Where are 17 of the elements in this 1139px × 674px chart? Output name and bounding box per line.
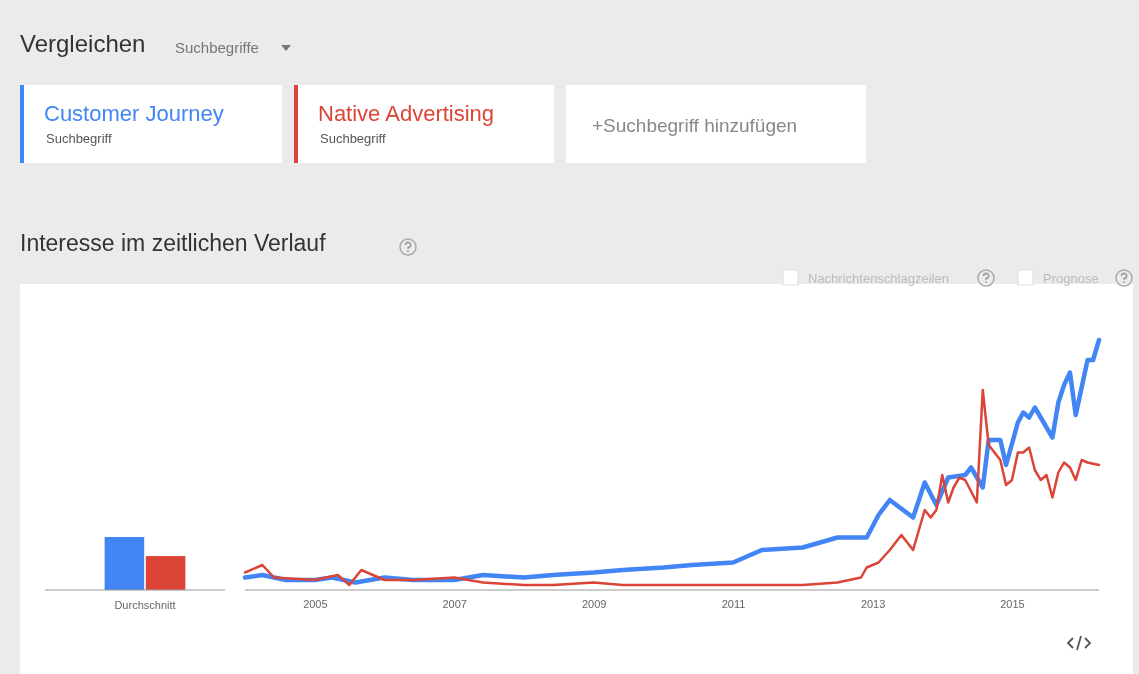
x-tick-label: 2009 (582, 597, 607, 610)
text: Suchbegriff (46, 131, 112, 146)
x-tick-label: 2005 (303, 597, 328, 610)
x-tick-label: 2011 (721, 597, 746, 610)
text: Native Advertising (318, 101, 495, 126)
text: Prognose (1043, 271, 1099, 286)
text: Nachrichtenschlagzeilen (808, 271, 949, 286)
x-tick-label: 2015 (1000, 597, 1025, 610)
x-tick-label: 2013 (860, 597, 886, 610)
text: +Suchbegriff hinzufügen (592, 115, 798, 136)
x-tick-label: 2007 (442, 597, 467, 610)
text: Suchbegriffe (175, 39, 259, 56)
text: Customer Journey (44, 101, 224, 126)
chart-title: Interesse im zeitlichen Verlauf (20, 230, 327, 256)
text: Suchbegriff (320, 131, 386, 146)
x-axis-title: Durchschnitt (114, 599, 176, 611)
text: Vergleichen (20, 30, 146, 57)
